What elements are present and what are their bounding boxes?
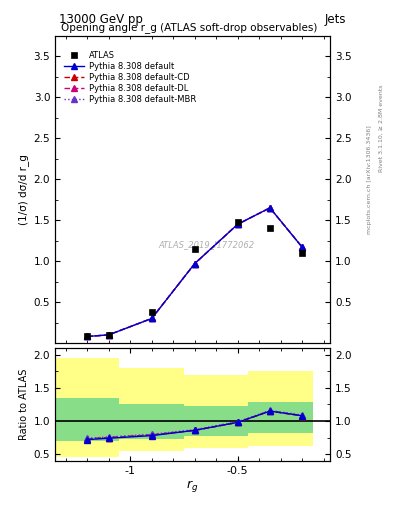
Text: ATLAS_2019_I1772062: ATLAS_2019_I1772062 <box>158 240 254 249</box>
Text: mcplots.cern.ch [arXiv:1306.3436]: mcplots.cern.ch [arXiv:1306.3436] <box>367 125 372 233</box>
Y-axis label: (1/σ) dσ/d r_g: (1/σ) dσ/d r_g <box>18 154 29 225</box>
Text: Opening angle r_g (ATLAS soft-drop observables): Opening angle r_g (ATLAS soft-drop obser… <box>61 23 317 33</box>
Text: 13000 GeV pp: 13000 GeV pp <box>59 13 143 26</box>
Text: Jets: Jets <box>324 13 346 26</box>
X-axis label: $r_g$: $r_g$ <box>186 478 199 495</box>
Text: Rivet 3.1.10, ≥ 2.8M events: Rivet 3.1.10, ≥ 2.8M events <box>379 84 384 172</box>
Legend: ATLAS, Pythia 8.308 default, Pythia 8.308 default-CD, Pythia 8.308 default-DL, P: ATLAS, Pythia 8.308 default, Pythia 8.30… <box>62 49 198 106</box>
Y-axis label: Ratio to ATLAS: Ratio to ATLAS <box>19 369 29 440</box>
